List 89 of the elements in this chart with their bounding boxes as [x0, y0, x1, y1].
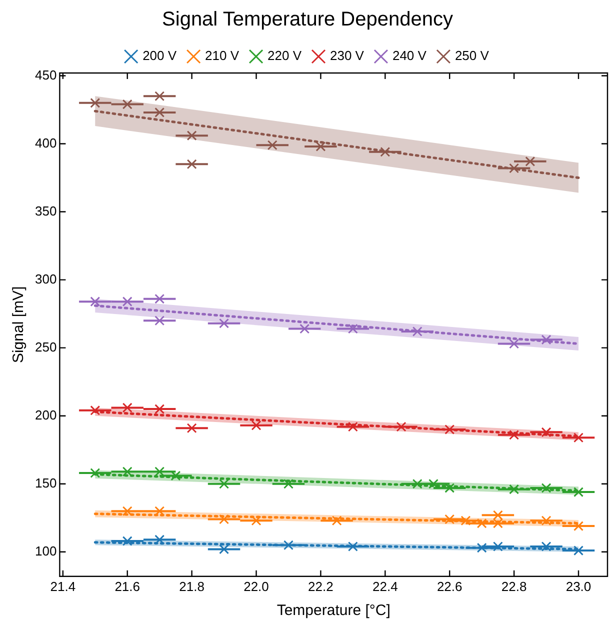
- point: [267, 140, 278, 150]
- x-tick-label: 22.8: [501, 578, 527, 594]
- point: [380, 146, 390, 157]
- point: [186, 130, 197, 141]
- point: [90, 296, 100, 307]
- point: [332, 516, 342, 526]
- point: [574, 487, 584, 498]
- point: [541, 541, 552, 552]
- point: [90, 405, 100, 416]
- point: [122, 296, 132, 307]
- point: [154, 294, 165, 304]
- point: [541, 334, 552, 345]
- point: [348, 422, 358, 432]
- point: [186, 423, 197, 434]
- y-tick-label: 100: [34, 543, 57, 558]
- point: [170, 470, 181, 481]
- point: [541, 516, 552, 526]
- point: [122, 536, 132, 546]
- x-axis-title: Temperature [°C]: [276, 602, 390, 620]
- point: [316, 141, 326, 152]
- point: [412, 326, 422, 336]
- point: [122, 402, 132, 413]
- point: [396, 422, 406, 432]
- chart-title: Signal Temperature Dependency: [162, 8, 453, 31]
- point: [283, 540, 294, 550]
- legend-label: 240 V: [392, 48, 427, 64]
- point: [219, 514, 230, 524]
- point: [122, 466, 132, 477]
- point: [154, 91, 165, 102]
- point: [444, 424, 455, 434]
- point: [154, 506, 165, 516]
- point: [283, 478, 294, 489]
- y-tick-label: 150: [34, 475, 57, 490]
- point: [509, 484, 520, 494]
- x-tick-label: 23.0: [566, 578, 592, 594]
- point: [525, 156, 536, 166]
- point: [251, 420, 262, 430]
- point: [509, 430, 520, 440]
- y-tick-label: 350: [34, 203, 57, 218]
- legend-label: 250 V: [454, 48, 490, 64]
- y-tick-label: 200: [34, 407, 57, 422]
- point: [348, 324, 358, 334]
- point: [219, 478, 230, 489]
- point: [154, 404, 165, 414]
- x-tick-label: 21.8: [179, 578, 204, 594]
- point: [492, 541, 503, 552]
- y-tick-label: 250: [34, 339, 57, 354]
- x-tick-label: 22.6: [436, 578, 462, 594]
- point: [154, 466, 165, 477]
- point: [154, 534, 165, 545]
- point: [219, 318, 230, 328]
- x-tick-label: 22.0: [244, 578, 269, 594]
- point: [154, 316, 165, 326]
- point: [154, 107, 165, 118]
- y-tick-label: 300: [34, 271, 57, 286]
- point: [574, 546, 584, 556]
- y-tick-label: 400: [34, 135, 57, 150]
- point: [476, 518, 487, 528]
- y-axis-title: Signal [mV]: [10, 286, 28, 364]
- legend-label: 210 V: [205, 48, 240, 64]
- point: [444, 482, 455, 493]
- point: [541, 427, 552, 438]
- point: [300, 324, 310, 334]
- point: [509, 163, 520, 174]
- point: [251, 516, 262, 526]
- point: [444, 514, 455, 524]
- x-tick-label: 22.4: [372, 578, 398, 594]
- point: [90, 468, 100, 478]
- point: [428, 478, 438, 489]
- point: [348, 541, 358, 552]
- point: [122, 506, 132, 516]
- legend-label: 220 V: [268, 48, 302, 64]
- x-tick-label: 21.4: [50, 578, 76, 594]
- x-tick-label: 22.2: [308, 578, 334, 594]
- x-tick-label: 21.6: [114, 578, 140, 594]
- point: [90, 98, 100, 108]
- legend-label: 230 V: [330, 48, 364, 64]
- point: [574, 521, 584, 532]
- point: [219, 544, 230, 554]
- point: [574, 432, 584, 443]
- point: [476, 542, 487, 553]
- point: [122, 99, 132, 110]
- point: [412, 478, 422, 489]
- point: [186, 159, 197, 170]
- y-tick-label: 450: [34, 67, 57, 82]
- point: [509, 338, 520, 349]
- point: [541, 482, 552, 493]
- legend-label: 200 V: [142, 48, 177, 64]
- point: [460, 516, 471, 526]
